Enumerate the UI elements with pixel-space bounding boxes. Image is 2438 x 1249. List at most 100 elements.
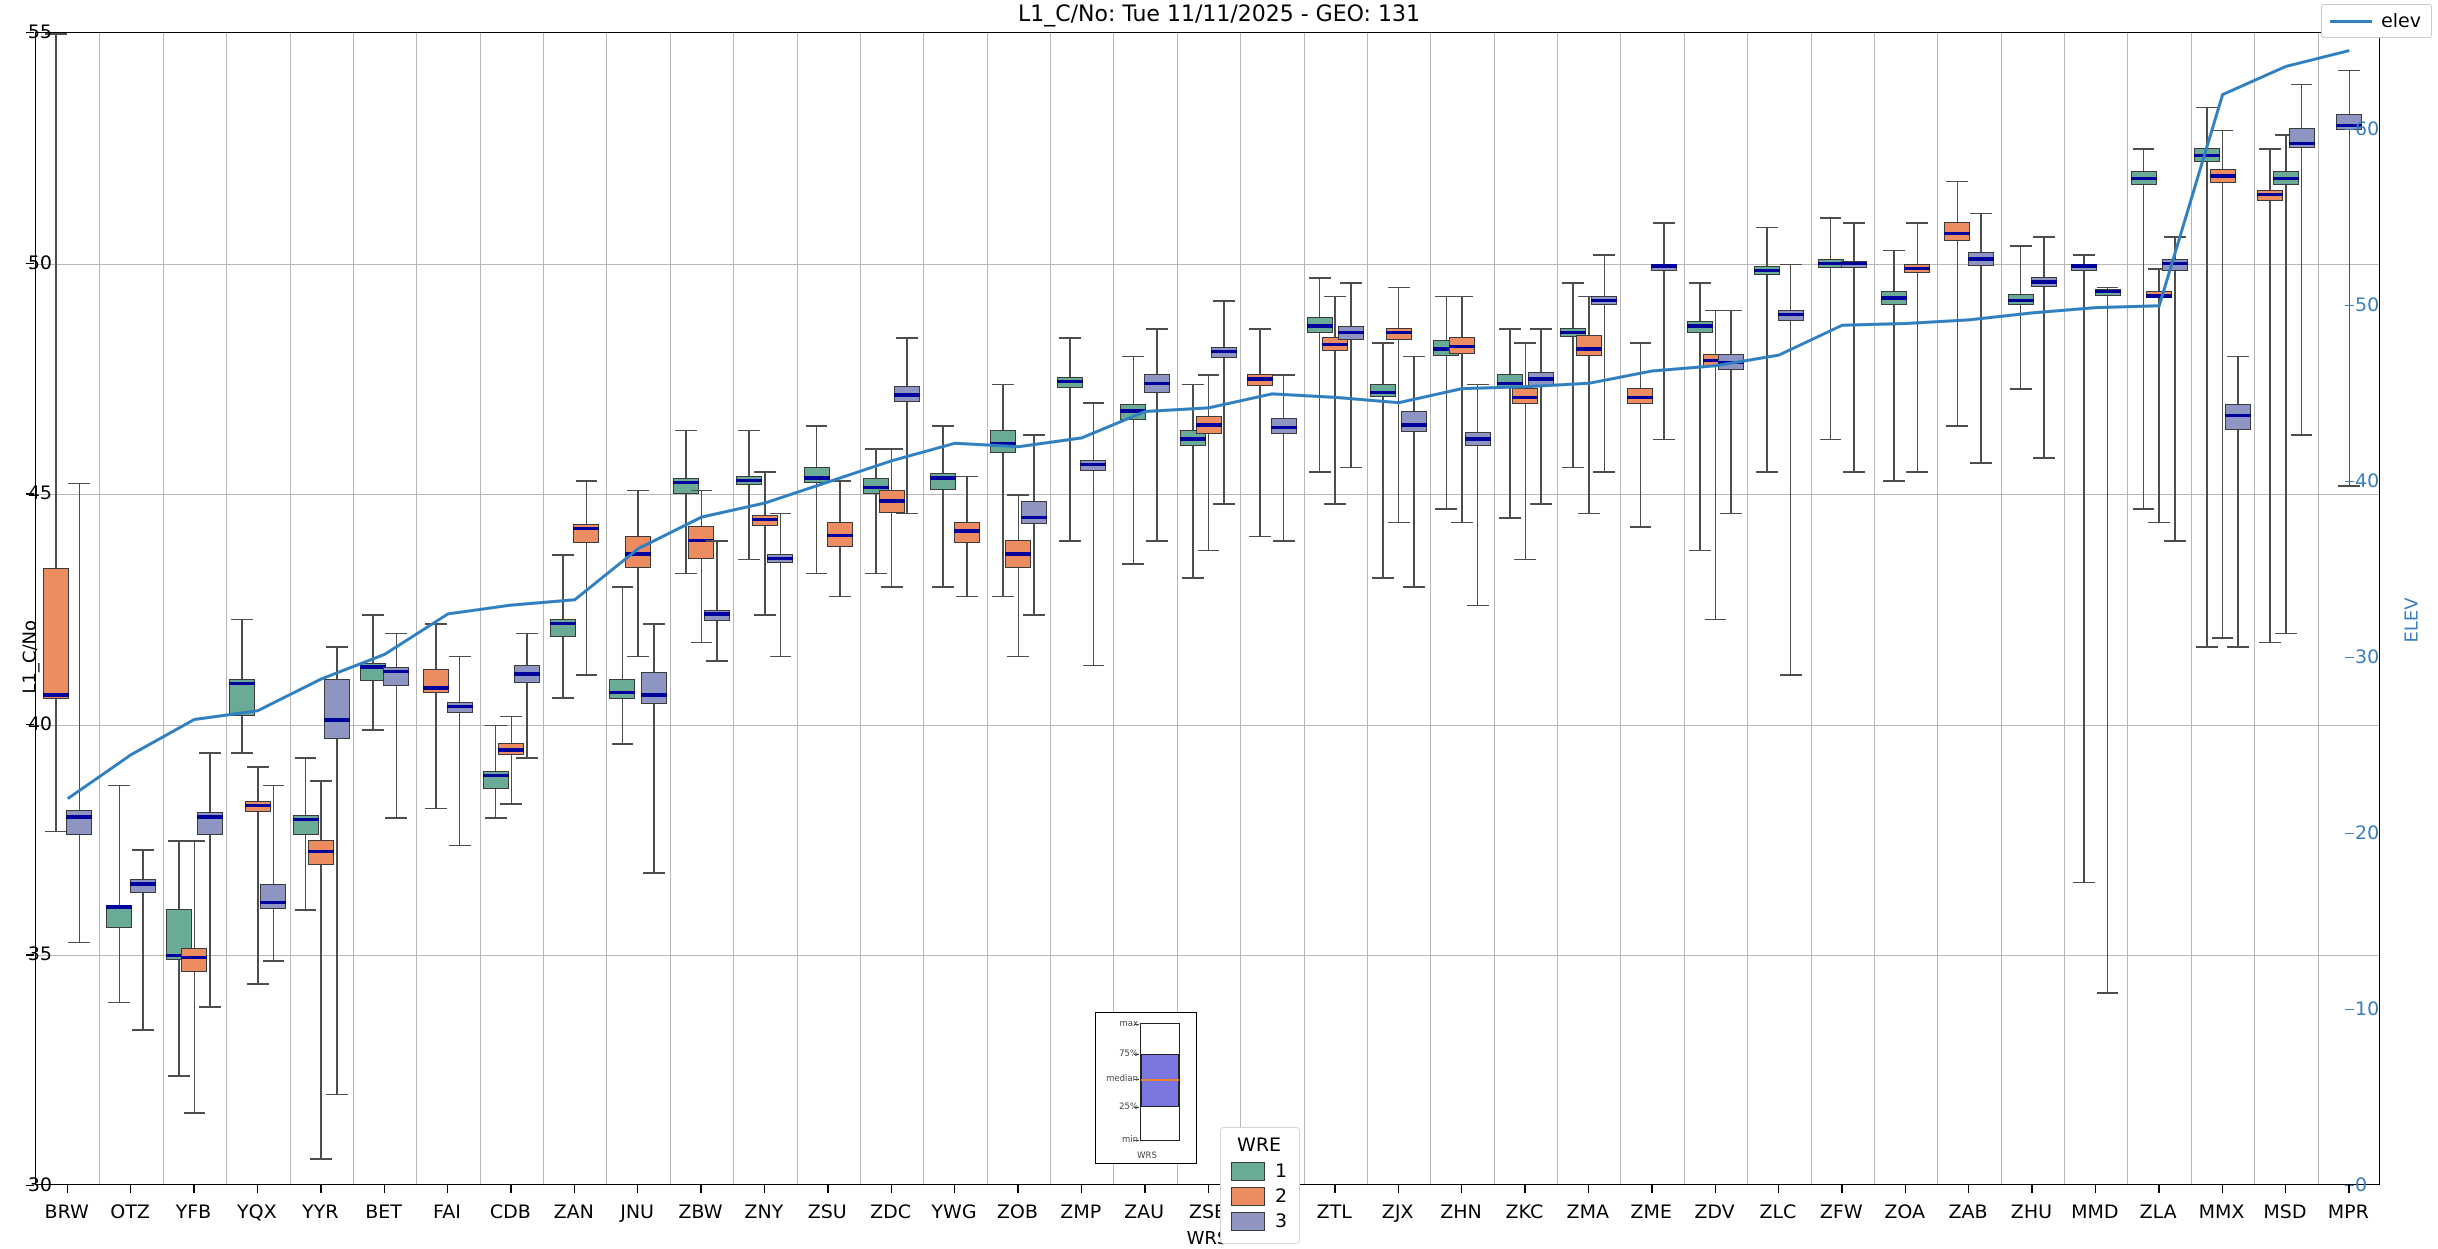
x-tick-mark [2031, 1185, 2033, 1193]
boxplot-box[interactable] [42, 567, 69, 700]
x-tick-label-zjx: ZJX [1381, 1201, 1414, 1223]
x-tick-label-jnu: JNU [620, 1201, 654, 1223]
boxplot-cap-max [769, 512, 792, 515]
boxplot-cap-max [829, 480, 851, 482]
boxplot-box[interactable] [609, 678, 636, 700]
boxplot-median [573, 527, 600, 531]
y-tick-label: 55 [27, 21, 52, 43]
boxplot-cap-max [1883, 249, 1905, 252]
x-tick-label-zkc: ZKC [1505, 1201, 1544, 1223]
boxplot-median [609, 690, 636, 695]
x-tick-label-otz: OTZ [110, 1201, 150, 1223]
boxplot-median [2257, 192, 2284, 197]
y2-tick-mark [2345, 128, 2354, 131]
boxplot-cap-max [1023, 434, 1045, 436]
boxplot-cap-min [1629, 526, 1652, 529]
wre-legend-item-2[interactable]: 2 [1231, 1185, 1287, 1207]
boxplot-cap-max [1308, 277, 1331, 280]
boxplot-whisker [1282, 374, 1285, 541]
boxplot-box[interactable] [803, 466, 830, 483]
boxplot-cap-min [627, 655, 649, 658]
boxplot-cap-max [1181, 383, 1204, 386]
x-tick-label-ywg: YWG [931, 1201, 977, 1223]
boxplot-median [2288, 141, 2315, 146]
x-tick-label-zhu: ZHU [2010, 1201, 2053, 1223]
x-tick-mark [510, 1185, 512, 1193]
y-tick-mark [26, 1185, 34, 1187]
boxplot-box[interactable] [1401, 411, 1428, 432]
boxplot-median [1143, 381, 1170, 386]
boxplot-box[interactable] [1020, 501, 1047, 525]
x-tick-label-mmx: MMX [2198, 1201, 2245, 1223]
y2-tick-label: 0 [2355, 1174, 2368, 1196]
boxplot-cap-max [385, 632, 408, 635]
boxplot-box[interactable] [688, 526, 715, 559]
boxplot-cap-min [246, 983, 269, 985]
boxplot-cap-min [1704, 618, 1727, 621]
boxplot-median [1841, 261, 1867, 266]
boxplot-median [930, 476, 957, 480]
x-gridline [1430, 33, 1432, 1184]
boxplot-cap-min [1387, 521, 1410, 524]
x-tick-mark [2094, 1185, 2097, 1193]
y2-tick-label: 10 [2355, 997, 2380, 1020]
boxplot-cap-max [183, 840, 206, 842]
boxplot-box[interactable] [66, 810, 93, 836]
boxplot-cap-min [1324, 503, 1347, 506]
boxplot-cap-min [611, 743, 634, 745]
boxplot-cap-min [1372, 577, 1394, 579]
boxplot-box[interactable] [323, 678, 350, 739]
boxplot-median [1718, 361, 1745, 365]
wre-legend-item-1[interactable]: 1 [1231, 1160, 1287, 1182]
x-gridline [1937, 33, 1939, 1184]
boxplot-median [1179, 437, 1206, 441]
boxplot-box[interactable] [181, 948, 208, 972]
x-tick-mark [827, 1185, 829, 1193]
boxplot-box[interactable] [640, 671, 667, 705]
boxplot-cap-min [1122, 563, 1145, 565]
x-tick-mark [320, 1185, 322, 1193]
boxplot-cap-max [131, 849, 154, 851]
boxplot-whisker [1382, 342, 1384, 578]
boxplot-cap-max [199, 752, 221, 755]
x-gridline [479, 33, 481, 1184]
boxplot-median [1401, 423, 1428, 427]
boxplot-box[interactable] [1575, 335, 1602, 356]
y2-tick-mark [2345, 656, 2354, 659]
boxplot-cap-min [516, 757, 538, 759]
boxplot-cap-max [2196, 106, 2218, 109]
boxplot-box[interactable] [260, 883, 287, 910]
x-gridline [99, 33, 101, 1184]
boxplot-cap-max [1007, 494, 1030, 496]
x-gridline [2190, 33, 2192, 1184]
x-tick-mark [1207, 1185, 1209, 1193]
x-gridline [859, 33, 861, 1184]
wre-legend-item-3[interactable]: 3 [1231, 1210, 1287, 1232]
boxplot-cap-max [1843, 222, 1865, 224]
wre-legend[interactable]: WRE 1 2 3 [1220, 1127, 1301, 1244]
boxplot-median [1575, 347, 1602, 351]
boxplot-box[interactable] [106, 904, 133, 928]
x-tick-label-zab: ZAB [1948, 1201, 1988, 1223]
boxplot-cap-min [690, 641, 713, 644]
boxplot-median [2272, 176, 2299, 180]
boxplot-whisker [1789, 263, 1792, 675]
boxplot-whisker [1397, 286, 1400, 522]
boxplot-whisker [1259, 328, 1261, 536]
x-tick-mark [2158, 1185, 2160, 1193]
elev-legend[interactable]: elev [2321, 4, 2432, 38]
plot-area [35, 32, 2380, 1185]
y2-tick-label: 40 [2355, 469, 2380, 492]
boxplot-whisker [2237, 355, 2239, 647]
inset-label-75: 75% [1119, 1049, 1138, 1059]
boxplot-median [1322, 342, 1349, 346]
boxplot-cap-max [108, 784, 131, 787]
x-gridline [1810, 33, 1812, 1184]
boxplot-median [549, 621, 576, 626]
boxplot-cap-min [1562, 466, 1585, 469]
boxplot-whisker [1476, 383, 1479, 605]
x-tick-mark [637, 1185, 639, 1193]
boxplot-cap-min [2096, 992, 2119, 994]
boxplot-median [229, 681, 256, 685]
x-tick-label-zma: ZMA [1566, 1201, 1609, 1223]
